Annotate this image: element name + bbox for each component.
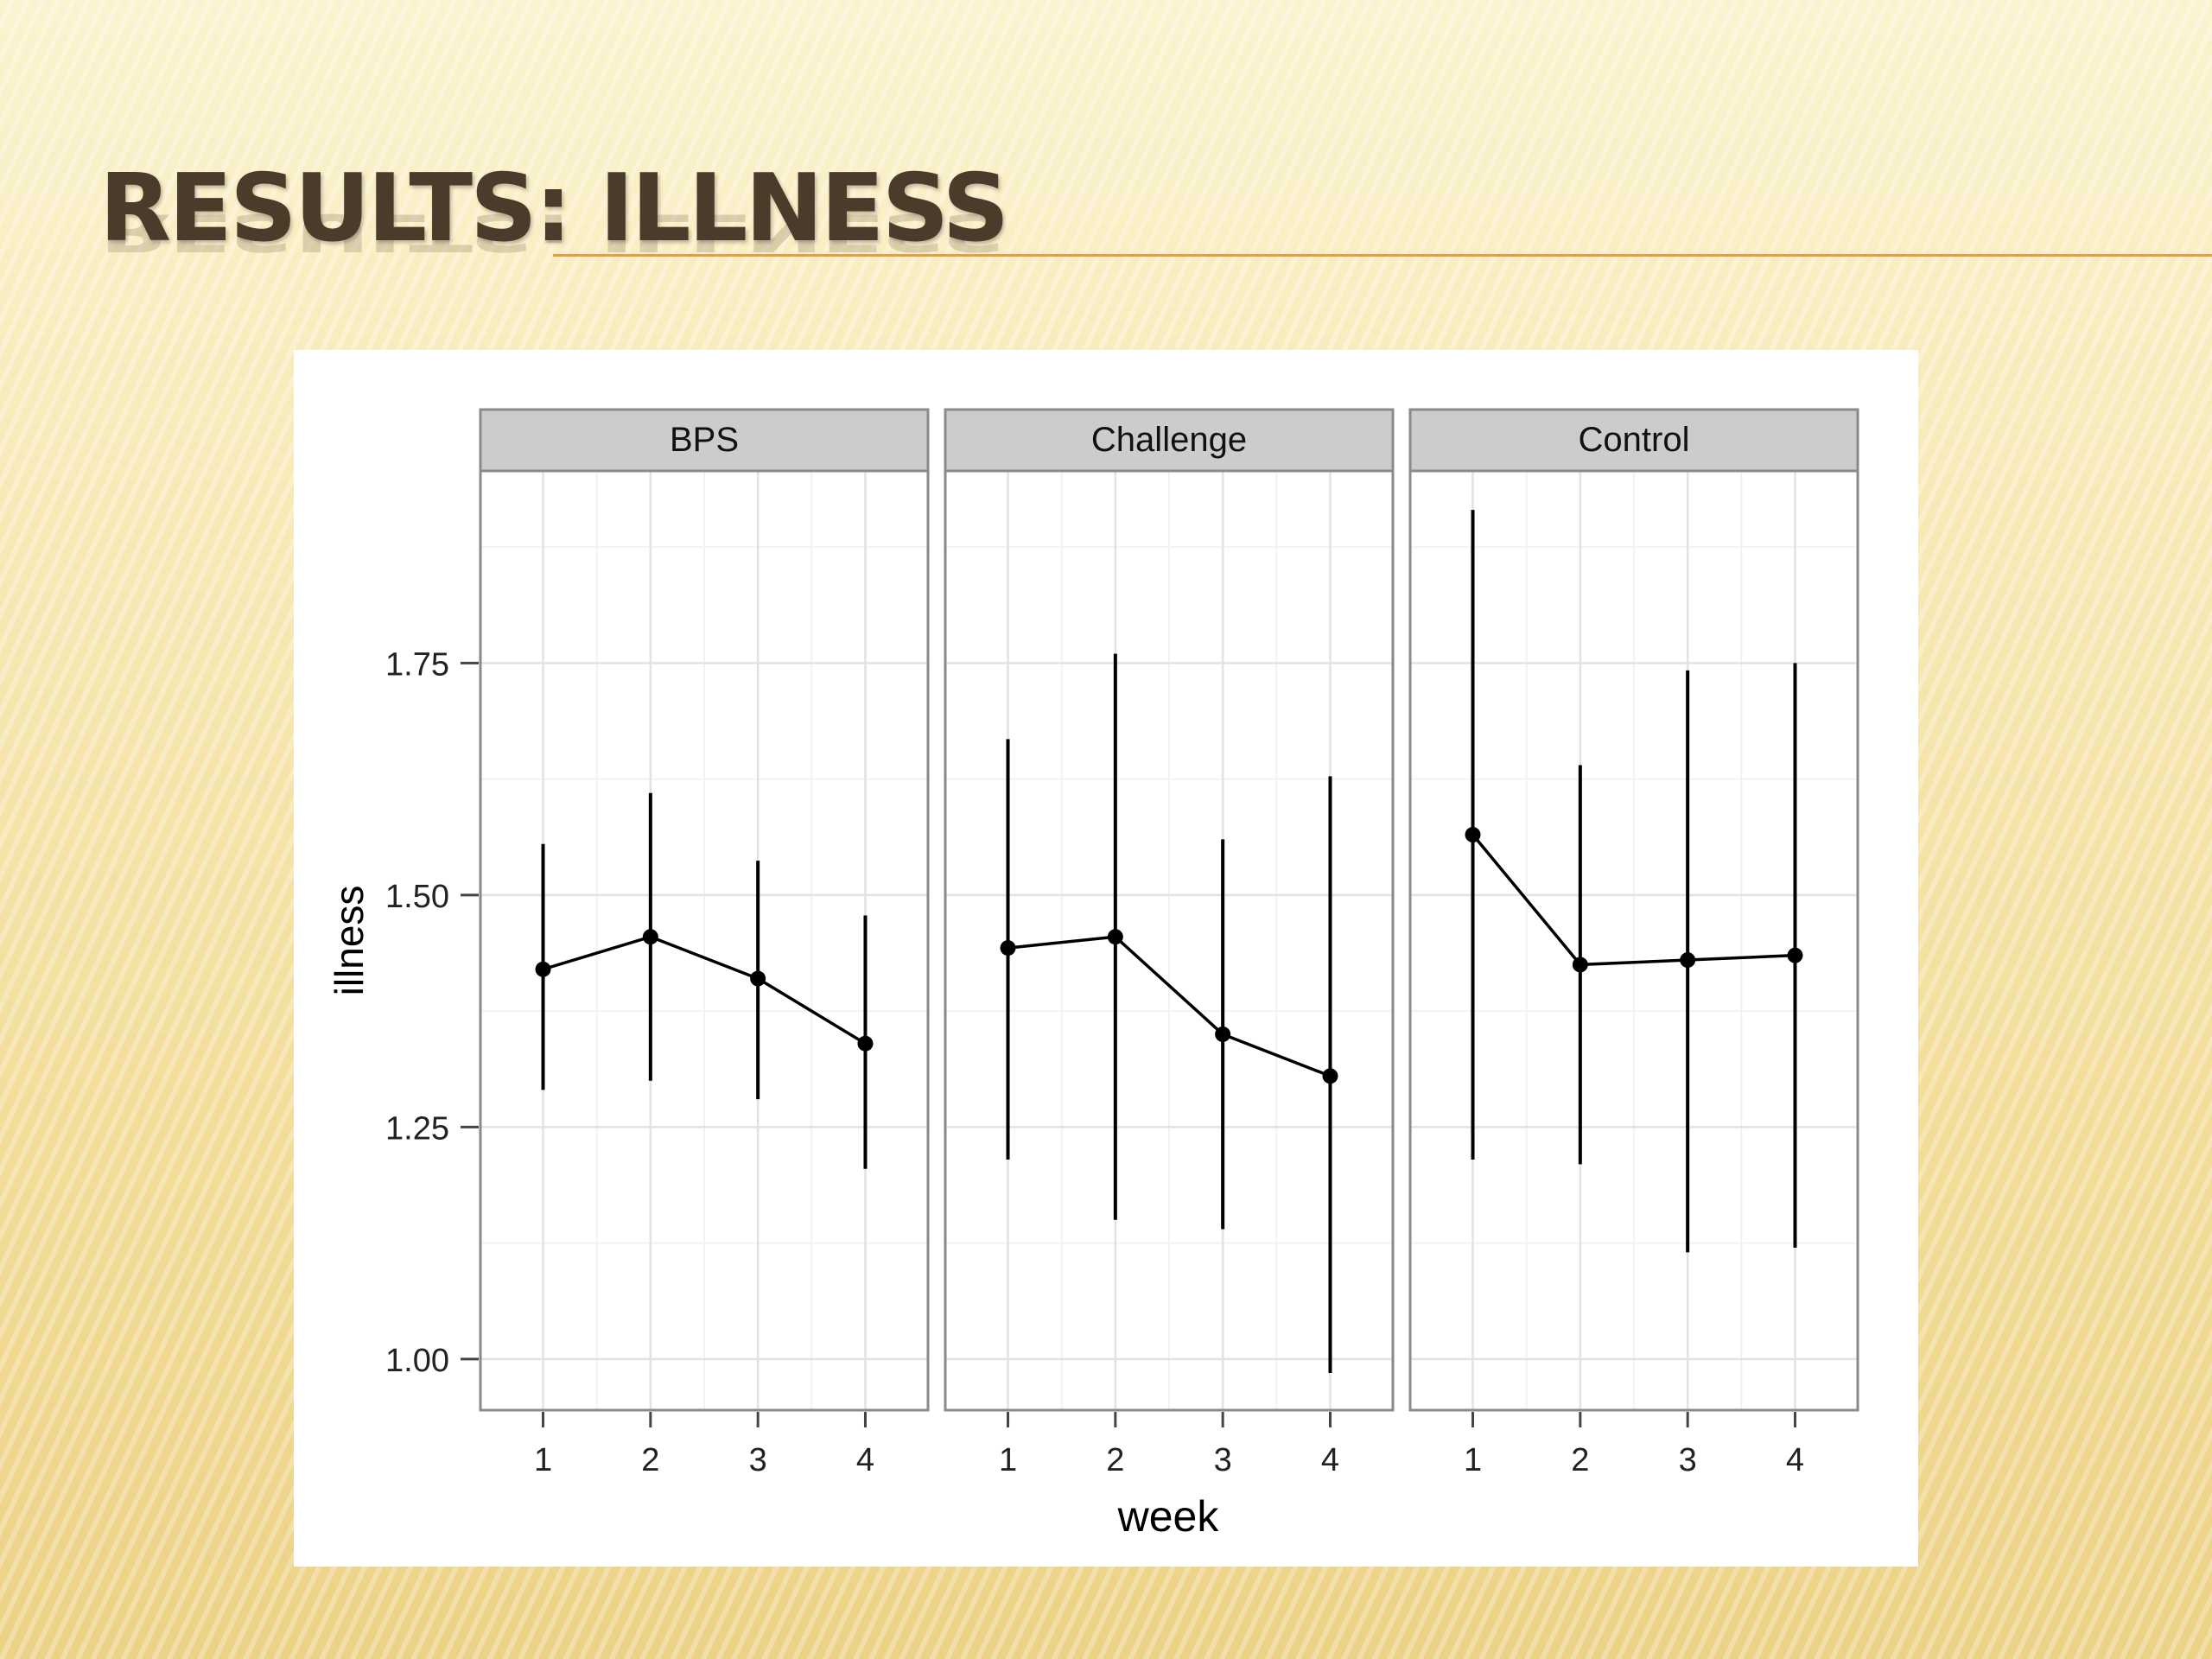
facet-strip — [479, 408, 930, 473]
data-point — [535, 961, 551, 977]
facet-strip-label: Control — [1579, 421, 1690, 459]
y-tick-label: 1.25 — [385, 1110, 449, 1147]
data-point — [1787, 947, 1803, 963]
data-point — [1215, 1026, 1231, 1042]
x-tick-label: 3 — [1214, 1442, 1232, 1478]
x-tick-label: 3 — [1679, 1442, 1697, 1478]
y-tick-label: 1.75 — [385, 646, 449, 683]
x-tick-label: 1 — [534, 1442, 552, 1478]
data-point — [1572, 957, 1588, 973]
data-point — [750, 970, 766, 987]
facet-strip — [1408, 408, 1859, 473]
y-axis-label: illness — [327, 886, 372, 996]
y-tick-label: 1.50 — [385, 879, 449, 915]
x-tick-label: 2 — [641, 1442, 659, 1478]
x-tick-label: 1 — [1464, 1442, 1482, 1478]
x-axis-label: week — [1117, 1492, 1220, 1541]
data-point — [1680, 952, 1696, 969]
data-point — [1465, 827, 1481, 843]
data-point — [1107, 929, 1123, 945]
x-tick-label: 3 — [749, 1442, 767, 1478]
series-line — [543, 935, 867, 1046]
data-point — [1322, 1068, 1338, 1084]
facet-strip-label: Challenge — [1091, 421, 1247, 459]
title-underline-rule — [553, 254, 2212, 257]
facet-strip-label: BPS — [670, 421, 739, 459]
series-line — [1471, 833, 1796, 967]
slide-title-block: RESULTS: ILLNESS RESULTS: ILLNESS — [99, 155, 1009, 351]
y-tick-label: 1.00 — [385, 1343, 449, 1379]
chart-card: illness 1.00 1.25 1.50 1.75 BPS 1 2 3 4 Challenge 1… — [294, 350, 1918, 1567]
x-tick-label: 2 — [1106, 1442, 1124, 1478]
x-tick-label: 4 — [1786, 1442, 1804, 1478]
x-tick-label: 4 — [856, 1442, 874, 1478]
slide-title-reflection: RESULTS: ILLNESS — [99, 202, 1007, 262]
faceted-line-chart: illness 1.00 1.25 1.50 1.75 BPS 1 2 3 4 Challenge 1… — [327, 408, 1859, 1541]
data-point — [642, 929, 658, 945]
x-tick-label: 2 — [1571, 1442, 1589, 1478]
data-point — [857, 1035, 874, 1052]
facet-strip — [944, 408, 1395, 473]
x-tick-label: 4 — [1321, 1442, 1339, 1478]
series-line — [1007, 935, 1332, 1077]
slide-title: RESULTS: ILLNESS — [99, 155, 1009, 263]
data-point — [1000, 940, 1016, 957]
x-tick-label: 1 — [999, 1442, 1017, 1478]
